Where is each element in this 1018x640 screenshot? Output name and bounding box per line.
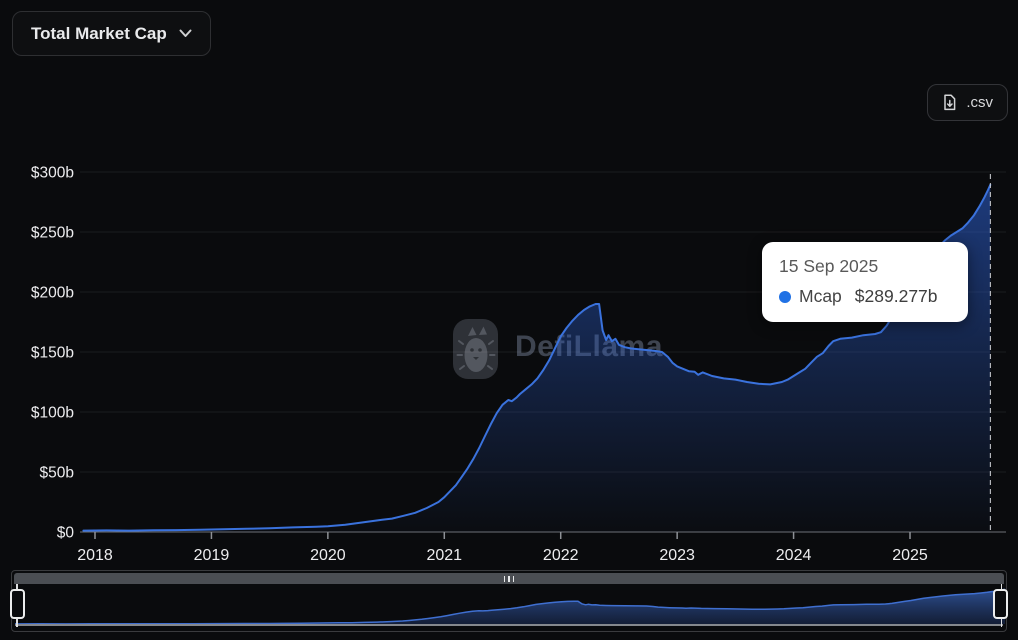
file-download-icon (944, 94, 956, 111)
svg-text:$0: $0 (57, 525, 75, 542)
slider-left-handle[interactable] (10, 589, 25, 619)
chevron-down-icon (179, 29, 192, 37)
svg-text:2022: 2022 (543, 547, 579, 564)
svg-text:$50b: $50b (40, 465, 74, 482)
watermark: DefiLlama (452, 314, 663, 380)
svg-text:2019: 2019 (194, 547, 230, 564)
export-csv-button[interactable]: .csv (927, 84, 1008, 121)
tooltip-date: 15 Sep 2025 (779, 256, 879, 276)
svg-text:$100b: $100b (31, 405, 74, 422)
slider-bottom-rail (15, 624, 1003, 626)
svg-text:$250b: $250b (31, 225, 74, 242)
slider-grip-icon (503, 575, 515, 582)
svg-text:$300b: $300b (31, 165, 74, 182)
svg-text:2018: 2018 (77, 547, 113, 564)
svg-text:2021: 2021 (426, 547, 462, 564)
export-csv-label: .csv (966, 94, 993, 111)
svg-text:$200b: $200b (31, 285, 74, 302)
tooltip-series-value: $289.277b (854, 286, 938, 306)
svg-text:2025: 2025 (892, 547, 928, 564)
svg-text:2023: 2023 (659, 547, 695, 564)
watermark-brand-text: DefiLlama (515, 330, 663, 363)
series-marker-dot-icon (779, 290, 791, 303)
slider-move-bar[interactable] (14, 573, 1004, 584)
slider-right-handle[interactable] (993, 589, 1008, 619)
defillama-logo-icon (453, 319, 498, 379)
time-range-slider[interactable] (10, 570, 1008, 632)
tooltip-series-label: Mcap (799, 286, 842, 306)
svg-text:2024: 2024 (776, 547, 812, 564)
chart-tooltip: 15 Sep 2025 Mcap $289.277b (762, 242, 968, 322)
metric-dropdown[interactable]: Total Market Cap (12, 11, 211, 56)
svg-text:$150b: $150b (31, 345, 74, 362)
metric-dropdown-label: Total Market Cap (31, 23, 167, 43)
area-fill (83, 184, 991, 532)
svg-text:2020: 2020 (310, 547, 346, 564)
mcap-line (82, 183, 992, 532)
